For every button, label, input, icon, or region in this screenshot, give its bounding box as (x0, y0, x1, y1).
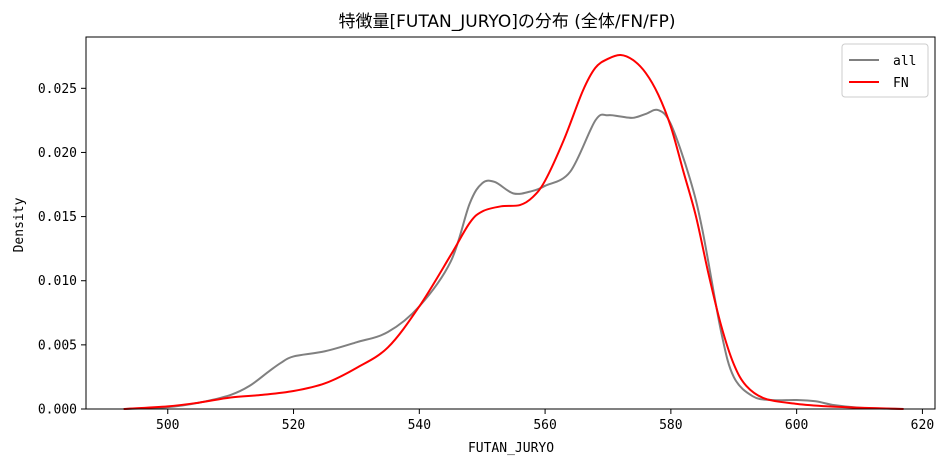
y-tick-label: 0.015 (38, 210, 77, 225)
x-axis-label: FUTAN_JURYO (468, 441, 554, 456)
y-tick-label: 0.025 (38, 82, 77, 97)
y-axis-ticks: 0.000 0.005 0.010 0.015 0.020 0.025 (38, 82, 86, 418)
x-tick-label: 520 (282, 418, 305, 433)
series-line-all (123, 108, 904, 410)
x-tick-label: 540 (408, 418, 431, 433)
x-tick-label: 500 (156, 418, 179, 433)
series-line-fn (123, 53, 904, 410)
x-axis-ticks: 500 520 540 560 580 600 620 (156, 409, 934, 433)
chart-title: 特徴量[FUTAN_JURYO]の分布 (全体/FN/FP) (338, 12, 675, 32)
y-tick-label: 0.000 (38, 403, 77, 418)
legend: all FN (841, 43, 929, 98)
legend-box (841, 43, 929, 98)
x-tick-label: 620 (911, 418, 934, 433)
legend-label-fn: FN (893, 76, 909, 91)
y-tick-label: 0.020 (38, 146, 77, 161)
x-tick-label: 560 (533, 418, 556, 433)
y-tick-label: 0.010 (38, 274, 77, 289)
series-lines (123, 53, 904, 410)
plot-frame (85, 36, 936, 410)
x-tick-label: 600 (785, 418, 808, 433)
y-axis-label: Density (12, 197, 27, 252)
legend-label-all: all (893, 54, 916, 69)
x-tick-label: 580 (659, 418, 682, 433)
y-tick-label: 0.005 (38, 338, 77, 353)
